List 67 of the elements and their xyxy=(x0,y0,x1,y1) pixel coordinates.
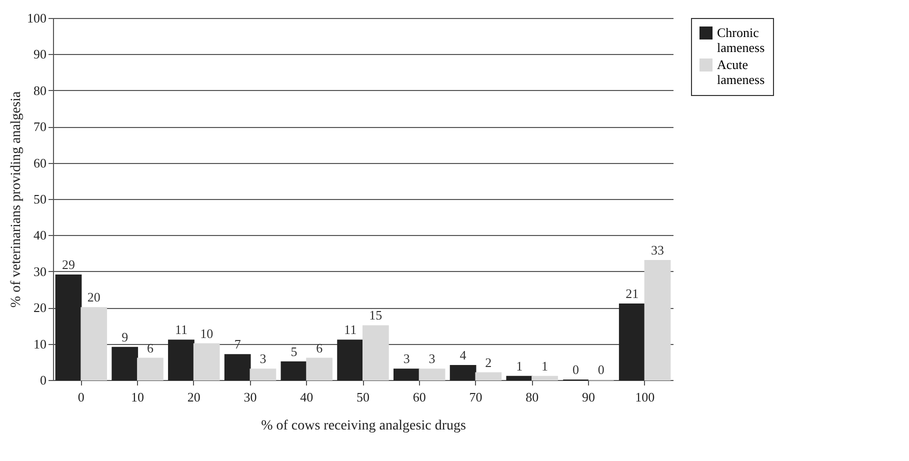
y-tick-label: 20 xyxy=(34,300,46,316)
bar xyxy=(532,376,558,380)
data-label: 1 xyxy=(516,358,523,374)
bar xyxy=(394,368,420,380)
bar xyxy=(475,372,502,380)
x-tick-label: 10 xyxy=(131,390,144,404)
bar xyxy=(618,303,646,380)
data-label: 3 xyxy=(260,351,266,366)
x-tick-label: 30 xyxy=(244,390,257,404)
y-tick-label: 80 xyxy=(34,82,46,98)
legend-label: Acute lameness xyxy=(717,57,765,87)
bar xyxy=(362,325,389,380)
y-tick-label: 70 xyxy=(34,119,46,134)
data-label: 9 xyxy=(122,329,128,344)
data-label: 6 xyxy=(316,340,324,356)
data-label: 0 xyxy=(598,362,604,377)
data-label: 29 xyxy=(62,257,75,272)
bar xyxy=(112,346,138,380)
x-tick-label: 90 xyxy=(582,390,595,404)
bar xyxy=(418,368,446,380)
data-label: 6 xyxy=(146,340,154,356)
y-tick-label: 60 xyxy=(34,155,46,170)
data-label: 3 xyxy=(428,351,436,366)
bar xyxy=(55,274,82,380)
y-tick-label: 10 xyxy=(34,336,46,352)
data-label: 5 xyxy=(290,344,298,359)
y-tick-label: 90 xyxy=(34,46,46,62)
data-label: 2 xyxy=(485,354,492,370)
data-label: 11 xyxy=(344,322,357,338)
data-label: 3 xyxy=(403,351,410,366)
bar xyxy=(137,358,164,380)
y-tick-label: 50 xyxy=(34,192,46,206)
bar xyxy=(306,358,332,380)
y-tick-label: 30 xyxy=(34,264,46,279)
bar xyxy=(80,307,108,380)
y-axis-title: % of veterinarians providing analgesia xyxy=(9,90,24,308)
x-tick-label: 70 xyxy=(469,390,482,404)
y-tick-label: 0 xyxy=(40,372,46,388)
bar xyxy=(506,376,533,380)
bar xyxy=(337,340,364,380)
data-label: 11 xyxy=(174,322,188,338)
x-axis-title: % of cows receiving analgesic drugs xyxy=(261,418,466,434)
bar xyxy=(644,260,671,380)
x-tick-label: 0 xyxy=(78,390,84,404)
x-tick-label: 50 xyxy=(356,390,370,404)
data-label: 20 xyxy=(87,290,100,305)
x-tick-label: 60 xyxy=(412,390,426,404)
bar xyxy=(224,354,251,380)
x-tick-label: 40 xyxy=(300,390,314,404)
data-label: 10 xyxy=(200,326,214,341)
x-tick-label: 100 xyxy=(635,390,655,404)
data-label: 33 xyxy=(651,242,664,258)
bar xyxy=(168,340,194,380)
bar xyxy=(450,365,476,380)
data-label: 4 xyxy=(460,348,467,363)
y-tick-label: 100 xyxy=(27,10,46,26)
x-tick-label: 80 xyxy=(526,390,539,404)
bar xyxy=(193,343,220,380)
data-label: 15 xyxy=(369,308,382,323)
bar xyxy=(250,368,276,380)
data-label: 21 xyxy=(626,286,639,301)
bar xyxy=(280,361,308,380)
legend-label: Chronic lameness xyxy=(717,25,765,55)
data-label: 0 xyxy=(572,362,580,377)
x-tick-label: 20 xyxy=(187,390,200,404)
data-label: 1 xyxy=(542,358,548,374)
y-tick-label: 40 xyxy=(34,228,46,243)
